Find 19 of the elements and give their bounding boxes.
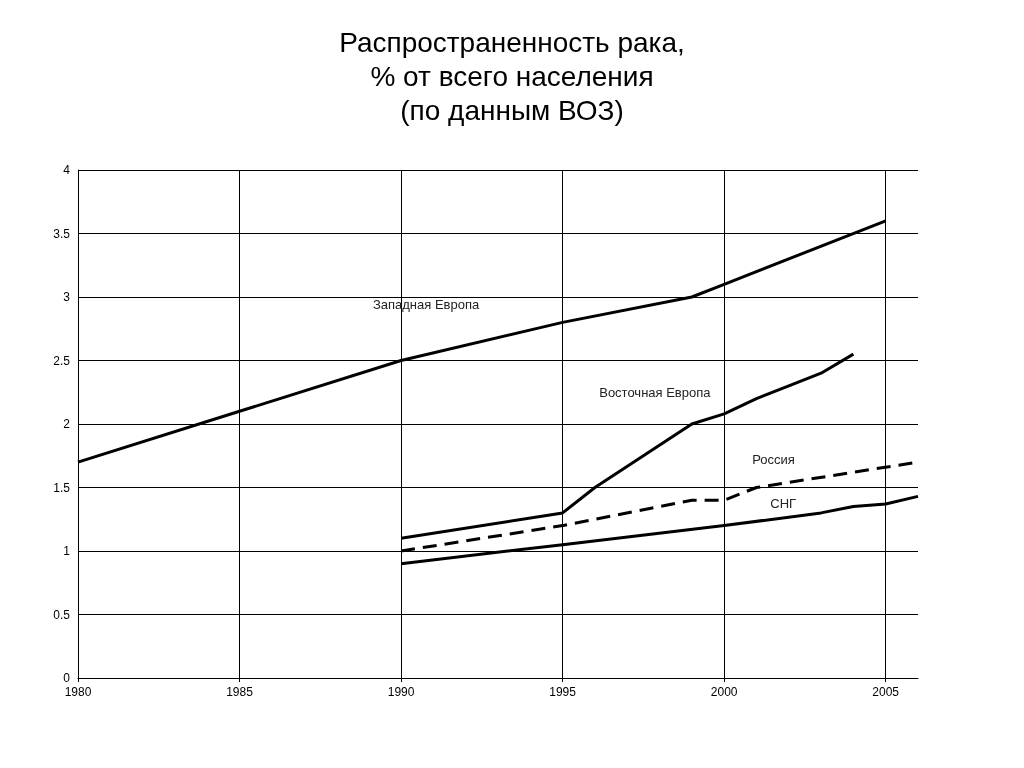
series-label: Россия (752, 452, 795, 467)
y-tick-label: 2.5 (53, 353, 71, 368)
x-tick-label: 1995 (549, 685, 577, 699)
y-tick-label: 4 (63, 163, 71, 177)
x-tick-label: 1990 (387, 685, 415, 699)
x-tick-label: 2000 (710, 685, 738, 699)
series-label: Восточная Европа (599, 384, 712, 400)
y-tick-label: 3 (63, 290, 71, 304)
y-tick-label: 1.5 (53, 480, 71, 495)
series-label: СНГ (770, 496, 797, 512)
chart-title: Распространенность рака, % от всего населения (по данным ВОЗ) (339, 26, 685, 126)
y-tick-label: 0.5 (53, 607, 71, 622)
x-tick-label: 1985 (226, 685, 254, 699)
y-tick-label: 1 (63, 544, 71, 558)
x-tick-label: 2005 (872, 685, 900, 699)
y-tick-label: 3.5 (53, 226, 71, 241)
y-tick-label: 0 (63, 671, 71, 685)
y-tick-label: 2 (63, 417, 71, 431)
x-tick-label: 1980 (64, 685, 92, 699)
